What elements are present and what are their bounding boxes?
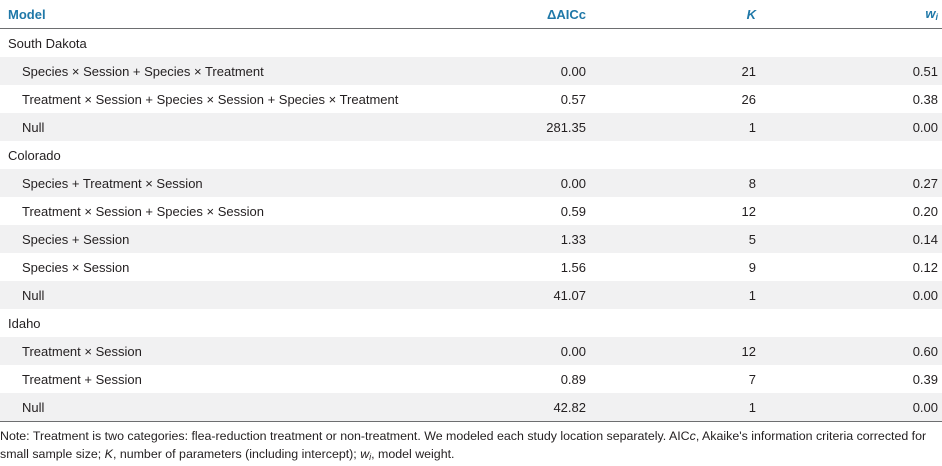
cell-delta-aicc: 41.07: [428, 281, 586, 309]
header-row: Model ΔAICc K wi: [0, 0, 942, 29]
cell-model: Species × Session + Species × Treatment: [0, 57, 428, 85]
cell-weight: 0.14: [756, 225, 942, 253]
cell-model: Species + Session: [0, 225, 428, 253]
cell-model: Species + Treatment × Session: [0, 169, 428, 197]
cell-weight: 0.00: [756, 281, 942, 309]
cell-delta-aicc: 1.33: [428, 225, 586, 253]
cell-model: Treatment + Session: [22, 371, 142, 387]
note-part-3: , number of parameters (including interc…: [112, 447, 361, 461]
cell-delta-aicc: 0.00: [428, 57, 586, 85]
table-note: Note: Treatment is two categories: flea-…: [0, 427, 942, 466]
header-delta-aicc: ΔAICc: [428, 0, 586, 29]
cell-delta-aicc: 0.59: [560, 203, 586, 219]
note-part-4: , model weight.: [371, 447, 455, 461]
group-row: Idaho: [0, 309, 942, 337]
cell-delta-aicc: 0.00: [428, 337, 586, 365]
note-part-1: Note: Treatment is two categories: flea-…: [0, 429, 690, 443]
cell-k: 1: [586, 113, 756, 141]
cell-model: Treatment × Session + Species × Session: [22, 203, 264, 219]
cell-model: Species × Session: [22, 259, 130, 275]
header-k: K: [586, 0, 756, 29]
table-row: Treatment + Session 0.89 7 0.39: [0, 365, 942, 393]
cell-k: 1: [586, 393, 756, 422]
cell-delta-aicc: 0.00: [428, 169, 586, 197]
cell-weight: 0.60: [756, 337, 942, 365]
group-row: South Dakota: [0, 29, 942, 58]
cell-k: 21: [586, 57, 756, 85]
cell-k: 7: [748, 371, 756, 387]
cell-delta-aicc: 281.35: [428, 113, 586, 141]
table-row: Treatment × Session + Species × Session 0…: [0, 197, 942, 225]
cell-model: Treatment × Session: [0, 337, 428, 365]
cell-k: 5: [586, 225, 756, 253]
cell-delta-aicc: 1.56: [560, 259, 586, 275]
table-row: Treatment × Session + Species × Session …: [0, 85, 942, 113]
cell-weight: 0.27: [756, 169, 942, 197]
group-label: Idaho: [8, 315, 41, 331]
header-weight: wi: [756, 0, 942, 29]
cell-weight: 0.00: [756, 113, 942, 141]
cell-model: Null: [0, 113, 428, 141]
table-row: Species × Session + Species × Treatment 0…: [0, 57, 942, 85]
cell-weight: 0.12: [912, 259, 938, 275]
cell-k: 1: [586, 281, 756, 309]
cell-weight: 0.51: [756, 57, 942, 85]
table-body: South Dakota Species × Session + Species …: [0, 29, 942, 422]
group-label: Colorado: [8, 147, 61, 163]
header-w: w: [925, 6, 936, 21]
model-selection-table: Model ΔAICc K wi South Dakota Species × S…: [0, 0, 942, 422]
table-row: Species + Treatment × Session 0.00 8 0.27: [0, 169, 942, 197]
table-row: Treatment × Session 0.00 12 0.60: [0, 337, 942, 365]
cell-k: 12: [741, 203, 756, 219]
cell-k: 9: [748, 259, 756, 275]
cell-k: 26: [741, 91, 756, 107]
header-w-subscript: i: [935, 12, 938, 22]
cell-model: Null: [0, 393, 428, 422]
table-row: Species + Session 1.33 5 0.14: [0, 225, 942, 253]
note-w-italic: w: [360, 447, 370, 461]
note-c-italic: c: [689, 429, 696, 443]
table-row: Null 41.07 1 0.00: [0, 281, 942, 309]
table-row: Species × Session 1.56 9 0.12: [0, 253, 942, 281]
cell-delta-aicc: 42.82: [428, 393, 586, 422]
table-row: Null 281.35 1 0.00: [0, 113, 942, 141]
cell-delta-aicc: 0.89: [560, 371, 586, 387]
cell-weight: 0.38: [912, 91, 938, 107]
note-part-2: , Akaike's information criteria correcte…: [0, 429, 927, 461]
cell-weight: 0.39: [912, 371, 938, 387]
cell-delta-aicc: 0.57: [560, 91, 586, 107]
group-label: South Dakota: [8, 35, 87, 51]
table-row: Null 42.82 1 0.00: [0, 393, 942, 422]
cell-weight: 0.00: [756, 393, 942, 422]
cell-k: 12: [586, 337, 756, 365]
cell-weight: 0.20: [912, 203, 938, 219]
cell-model: Treatment × Session + Species × Session …: [22, 91, 399, 107]
cell-model: Null: [0, 281, 428, 309]
cell-k: 8: [586, 169, 756, 197]
header-model: Model: [0, 0, 428, 29]
note-k-italic: K: [104, 447, 113, 461]
note-w-subscript: i: [369, 452, 372, 462]
group-row: Colorado: [0, 141, 942, 169]
